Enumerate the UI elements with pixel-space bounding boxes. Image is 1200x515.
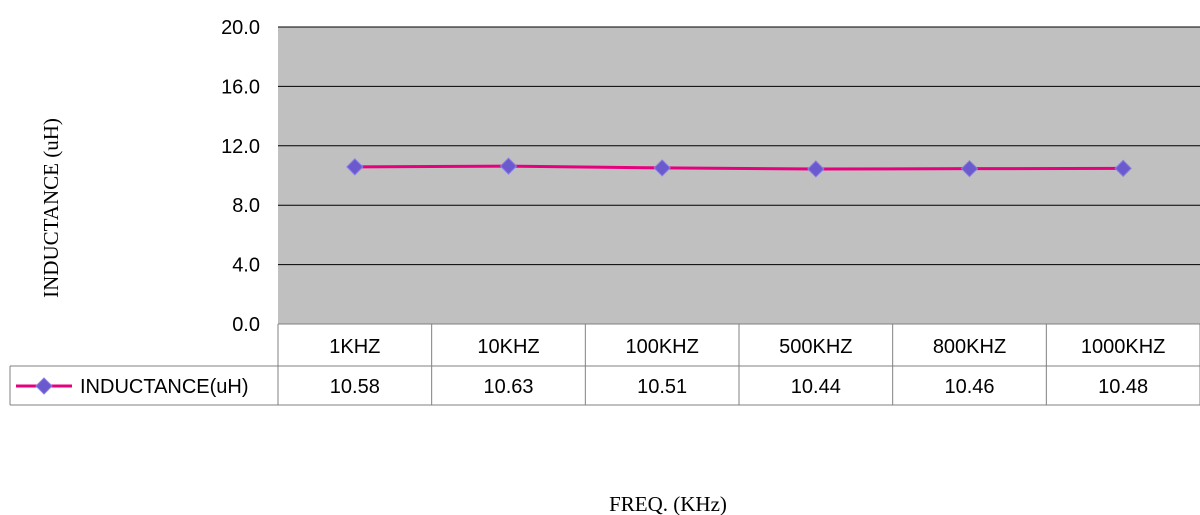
data-table: 1KHZ 10KHZ 100KHZ 500KHZ 800KHZ 1000KHZ INDUCT… [9,323,1200,406]
data-value-cell: 10.46 [944,376,994,398]
y-tick-label: 16.0 [221,76,260,98]
data-point-marker [807,160,825,178]
series-layer [346,157,1132,178]
data-value-cell: 10.48 [1098,376,1148,398]
data-value-cell: 10.44 [791,376,841,398]
y-tick-label: 12.0 [221,136,260,158]
data-value-cell: 10.63 [483,376,533,398]
y-axis-ticks: 0.0 4.0 8.0 12.0 16.0 20.0 [221,17,260,336]
data-point-marker [499,157,518,175]
y-axis-label: INDUCTANCE (uH) [39,118,63,298]
y-tick-label: 0.0 [232,314,260,336]
data-point-marker [653,159,671,177]
data-point-marker [346,158,364,176]
data-point-marker [960,159,979,178]
series-line [354,164,1124,171]
y-tick-label: 20.0 [221,17,260,39]
x-category-label: 500KHZ [779,336,852,358]
legend-series-name: INDUCTANCE(uH) [80,376,249,398]
x-category-label: 10KHZ [477,336,539,358]
data-point-marker [1114,159,1132,178]
x-category-label: 1KHZ [329,336,380,358]
x-category-label: 100KHZ [625,336,698,358]
x-axis-label: FREQ. (KHz) [609,492,727,515]
y-tick-label: 8.0 [232,195,260,217]
x-category-label: 1000KHZ [1081,336,1166,358]
data-value-cell: 10.51 [637,376,687,398]
y-tick-label: 4.0 [232,255,260,277]
data-value-cell: 10.58 [330,376,380,398]
x-category-label: 800KHZ [933,336,1006,358]
plot-area [278,27,1200,324]
legend-marker-key [35,377,53,395]
